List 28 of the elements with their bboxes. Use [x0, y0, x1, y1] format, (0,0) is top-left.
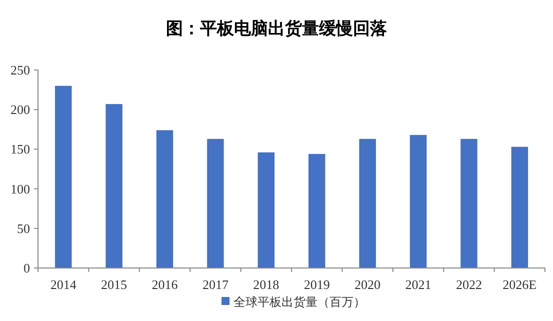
- x-tick-label: 2026E: [502, 277, 537, 292]
- x-tick-label: 2014: [50, 277, 77, 292]
- y-tick-label: 250: [10, 62, 30, 78]
- bar: [359, 138, 376, 268]
- y-tick-label: 0: [24, 260, 30, 276]
- bar: [511, 146, 528, 268]
- x-tick-label: 2021: [405, 277, 432, 292]
- y-tick-label: 100: [10, 181, 30, 196]
- bar: [54, 86, 72, 268]
- y-tick-label: 200: [10, 102, 30, 118]
- chart-title: 图：平板电脑出货量缓慢回落: [166, 19, 387, 38]
- bar: [106, 104, 122, 268]
- x-tick-label: 2016: [152, 277, 178, 292]
- x-tick-label: 2020: [354, 277, 381, 292]
- x-tick-label: 2015: [101, 277, 128, 292]
- y-tick-label: 150: [10, 142, 30, 157]
- bar: [258, 152, 275, 268]
- bar: [410, 134, 427, 268]
- x-tick-label: 2018: [253, 277, 280, 292]
- x-tick-label: 2019: [304, 277, 330, 292]
- bar: [207, 138, 224, 268]
- y-tick-label: 50: [17, 220, 30, 236]
- bar: [156, 130, 174, 268]
- x-tick-label: 2022: [456, 277, 482, 292]
- legend-label: 全球平板出货量（百万）: [234, 295, 366, 309]
- bar: [308, 154, 326, 268]
- x-tick-label: 2017: [202, 277, 229, 292]
- bar: [460, 138, 478, 268]
